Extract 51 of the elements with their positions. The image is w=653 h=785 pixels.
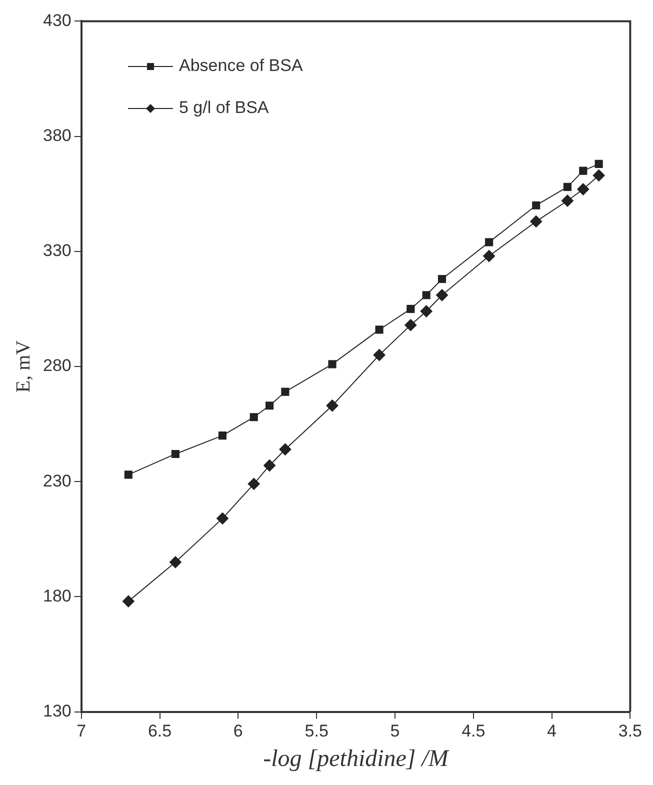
x-tick-label: 6 [233,722,243,741]
point [579,166,588,175]
point [373,348,386,361]
point [592,169,605,182]
x-axis-title: -log [pethidine] /M [263,746,450,772]
point [406,304,415,313]
point [328,360,336,368]
point [122,595,134,608]
point [404,319,417,332]
y-tick-label: 130 [42,701,72,720]
point [563,182,572,191]
legend-label: 5 g/l of BSA [179,98,269,118]
y-tick-label: 430 [42,10,72,30]
x-tick-label: 5.5 [304,722,328,741]
point [594,160,603,168]
point [420,305,432,318]
point [561,194,574,207]
point [265,402,274,410]
point [438,274,446,284]
point [532,201,540,210]
y-tick-label: 180 [42,586,72,606]
x-tick-label: 7 [76,722,86,741]
point [264,459,276,472]
x-tick-label: 3.5 [618,722,642,741]
point [485,238,494,246]
point [436,289,448,302]
point [124,470,132,479]
point [281,388,290,396]
point [530,215,542,228]
point [326,400,338,412]
point [577,183,590,196]
point [218,432,227,440]
legend-label: Absence of BSA [179,56,303,76]
y-axis-title: E, mV [12,340,34,393]
point [375,326,384,334]
point [250,413,258,422]
x-tick-label: 5 [390,722,400,741]
point [422,291,430,300]
point [169,556,182,568]
y-tick-label: 280 [42,356,72,376]
x-tick-label: 6.5 [148,722,172,741]
y-tick-label: 380 [42,126,72,145]
y-tick-label: 330 [42,241,72,260]
point [248,478,260,490]
point [216,512,228,524]
y-tick-label: 230 [42,471,72,490]
point [171,450,180,458]
x-tick-label: 4.5 [462,722,486,741]
point [483,250,496,262]
x-tick-label: 4 [547,722,557,741]
point [279,443,292,456]
